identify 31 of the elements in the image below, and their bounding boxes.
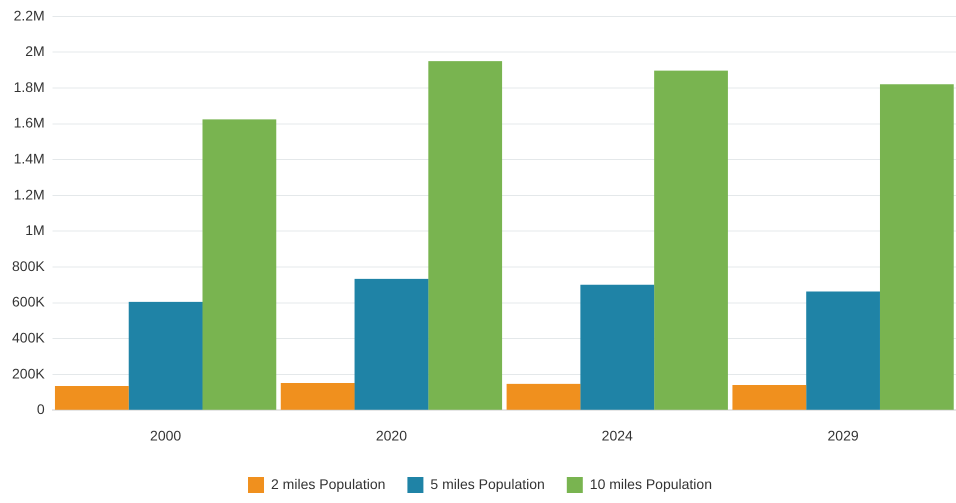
y-tick-label: 800K [12,258,46,274]
legend-label: 2 miles Population [271,476,386,492]
y-tick-label: 1.4M [14,150,45,166]
bar [580,284,654,410]
bar [428,61,502,410]
x-tick-label: 2029 [828,427,859,444]
y-tick-label: 1.6M [14,114,45,131]
x-tick-label: 2020 [376,427,408,444]
bar [654,70,728,410]
x-tick-label: 2024 [602,427,634,444]
x-tick-label: 2000 [150,427,182,444]
y-tick-label: 200K [12,365,46,382]
bar [202,119,276,410]
y-tick-label: 400K [12,329,46,346]
bar [280,382,355,410]
y-tick-label: 600K [12,294,46,310]
bar [354,278,428,410]
legend-label: 5 miles Population [430,476,545,492]
bar [732,384,806,410]
legend-label: 10 miles Population [590,476,712,492]
y-tick-label: 2.2M [14,7,45,24]
y-tick-label: 1.8M [14,78,45,95]
y-tick-label: 1M [25,222,45,238]
bar [128,302,202,410]
y-tick-label: 2M [25,43,45,60]
y-tick-label: 1.2M [14,186,45,202]
bar [806,292,880,410]
bar [54,386,129,410]
bar [506,384,580,410]
y-tick-label: 0 [36,401,45,418]
bar [880,84,954,410]
